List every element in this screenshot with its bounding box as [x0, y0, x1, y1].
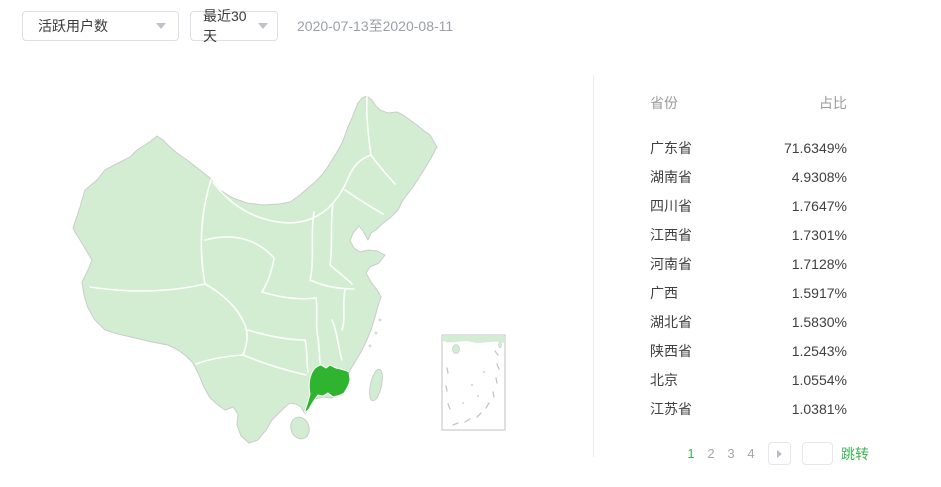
- table-row: 湖北省 1.5830%: [650, 307, 847, 336]
- table-row: 河南省 1.7128%: [650, 249, 847, 278]
- page-button-1[interactable]: 1: [687, 446, 695, 461]
- province-percent: 1.0554%: [791, 371, 847, 388]
- caret-down-icon: [156, 23, 166, 29]
- page-button-4[interactable]: 4: [747, 446, 755, 461]
- china-outline[interactable]: [72, 95, 438, 444]
- province-name: 江西省: [650, 226, 692, 243]
- province-name: 江苏省: [650, 400, 692, 417]
- province-percent: 1.7128%: [791, 255, 847, 272]
- jump-page-input[interactable]: [802, 442, 833, 465]
- province-name: 河南省: [650, 255, 692, 272]
- province-percent: 1.5917%: [791, 284, 847, 301]
- south-china-sea-inset: [441, 334, 506, 431]
- nine-dash-line: [445, 350, 500, 426]
- province-percent: 71.6349%: [783, 139, 847, 156]
- province-name: 陕西省: [650, 342, 692, 359]
- province-name: 广东省: [650, 139, 692, 156]
- page-button-2[interactable]: 2: [707, 446, 715, 461]
- caret-down-icon: [258, 23, 268, 29]
- taiwan-island[interactable]: [367, 368, 384, 402]
- pagination: 1 2 3 4 跳转: [681, 442, 869, 465]
- province-percent: 4.9308%: [791, 168, 847, 185]
- province-name: 湖南省: [650, 168, 692, 185]
- table-body: 广东省 71.6349% 湖南省 4.9308% 四川省 1.7647% 江西省…: [650, 133, 847, 423]
- province-name: 北京: [650, 371, 678, 388]
- column-header-province: 省份: [650, 95, 678, 111]
- inset-islets: [462, 371, 485, 404]
- province-percent: 1.7301%: [791, 226, 847, 243]
- province-name: 广西: [650, 284, 678, 301]
- caret-right-icon: [777, 449, 782, 458]
- date-range-text: 2020-07-13至2020-08-11: [297, 18, 454, 34]
- jump-button[interactable]: 跳转: [841, 445, 869, 462]
- table-row: 北京 1.0554%: [650, 365, 847, 394]
- province-percent: 1.0381%: [791, 400, 847, 417]
- table-row: 广东省 71.6349%: [650, 133, 847, 162]
- date-range-dropdown[interactable]: 最近30天: [190, 8, 278, 44]
- table-row: 四川省 1.7647%: [650, 191, 847, 220]
- table-row: 湖南省 4.9308%: [650, 162, 847, 191]
- province-guangdong[interactable]: [304, 364, 351, 415]
- table-row: 江西省 1.7301%: [650, 220, 847, 249]
- page-button-3[interactable]: 3: [727, 446, 735, 461]
- china-map[interactable]: [60, 70, 620, 470]
- province-table: 省份 占比 广东省 71.6349% 湖南省 4.9308% 四川省 1.764…: [650, 92, 847, 423]
- table-row: 陕西省 1.2543%: [650, 336, 847, 365]
- table-row: 广西 1.5917%: [650, 278, 847, 307]
- metric-dropdown-value: 活跃用户数: [38, 18, 108, 34]
- column-header-percent: 占比: [819, 95, 847, 111]
- province-percent: 1.5830%: [791, 313, 847, 330]
- date-range-dropdown-value: 最近30天: [203, 8, 247, 44]
- metric-dropdown[interactable]: 活跃用户数: [22, 11, 179, 41]
- table-row: 江苏省 1.0381%: [650, 394, 847, 423]
- coastal-islets: [368, 318, 382, 348]
- vertical-divider: [593, 75, 594, 457]
- province-percent: 1.2543%: [791, 342, 847, 359]
- next-page-button[interactable]: [768, 442, 791, 465]
- province-percent: 1.7647%: [791, 197, 847, 214]
- province-borders: [89, 95, 396, 376]
- table-header: 省份 占比: [650, 92, 847, 114]
- province-name: 湖北省: [650, 313, 692, 330]
- hainan-island[interactable]: [288, 415, 312, 441]
- province-name: 四川省: [650, 197, 692, 214]
